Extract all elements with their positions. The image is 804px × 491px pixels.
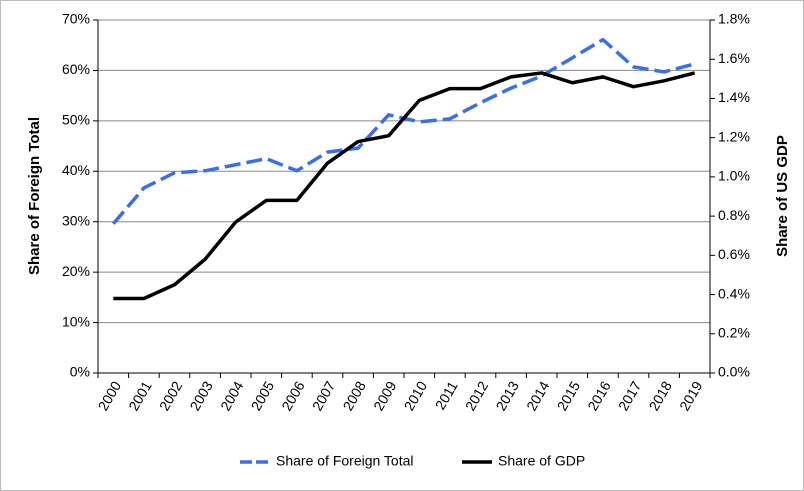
y2-tick-label: 1.6% [718, 50, 750, 66]
legend-label: Share of Foreign Total [276, 453, 414, 469]
y2-tick-label: 1.0% [718, 168, 750, 184]
y2-tick-label: 0.8% [718, 207, 750, 223]
y-tick-label: 20% [62, 263, 90, 279]
y2-tick-label: 0.6% [718, 246, 750, 262]
y2-tick-label: 1.4% [718, 89, 750, 105]
legend-label: Share of GDP [498, 453, 585, 469]
y2-tick-label: 1.8% [718, 11, 750, 27]
series-line [113, 71, 696, 301]
y2-tick-label: 0.2% [718, 324, 750, 340]
y-tick-label: 10% [62, 313, 90, 329]
y2-axis-title: Share of US GDP [774, 135, 791, 257]
y-tick-label: 30% [62, 212, 90, 228]
y-tick-label: 70% [62, 11, 90, 27]
y-tick-label: 50% [62, 112, 90, 128]
y-tick-label: 0% [70, 364, 90, 380]
y-tick-label: 60% [62, 61, 90, 77]
y2-tick-label: 0.4% [718, 285, 750, 301]
y2-tick-label: 0.0% [718, 364, 750, 380]
y-axis-title: Share of Foreign Total [26, 117, 43, 275]
y2-tick-label: 1.2% [718, 128, 750, 144]
y-tick-label: 40% [62, 162, 90, 178]
